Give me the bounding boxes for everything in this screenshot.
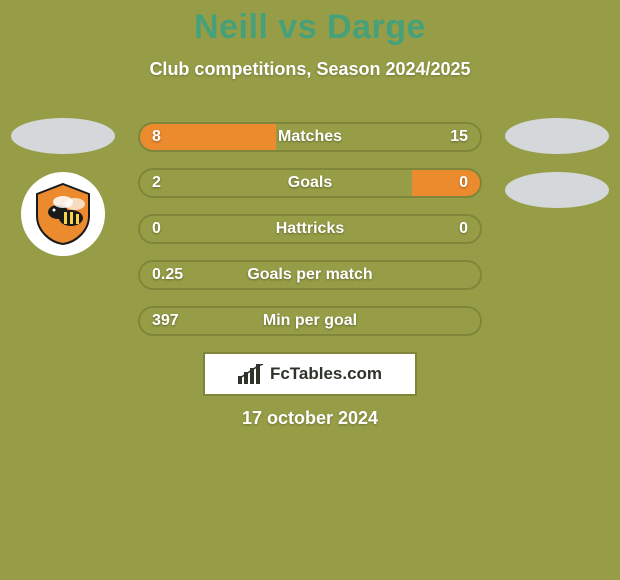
bar-label: Goals per match bbox=[140, 262, 480, 288]
comparison-infographic: Neill vs Darge Club competitions, Season… bbox=[0, 0, 620, 580]
bar-label: Matches bbox=[140, 124, 480, 150]
bar-label: Goals bbox=[140, 170, 480, 196]
subtitle: Club competitions, Season 2024/2025 bbox=[0, 59, 620, 80]
stat-bar: 0.25Goals per match bbox=[138, 260, 482, 290]
stat-bars: 815Matches 20Goals 00Hattricks 0.25Goals pe… bbox=[138, 122, 482, 352]
bar-label: Hattricks bbox=[140, 216, 480, 242]
wasp-shield-icon bbox=[31, 182, 95, 246]
player-oval-right-2 bbox=[505, 172, 609, 208]
date: 17 october 2024 bbox=[0, 408, 620, 429]
chart-icon bbox=[238, 364, 264, 384]
brand-label: FcTables.com bbox=[270, 364, 382, 384]
stat-bar: 20Goals bbox=[138, 168, 482, 198]
right-player-column bbox=[502, 118, 612, 226]
stat-bar: 397Min per goal bbox=[138, 306, 482, 336]
left-player-column bbox=[8, 118, 118, 256]
club-badge-left bbox=[21, 172, 105, 256]
brand-box: FcTables.com bbox=[203, 352, 417, 396]
page-title: Neill vs Darge bbox=[0, 0, 620, 47]
player-oval-left bbox=[11, 118, 115, 154]
stat-bar: 815Matches bbox=[138, 122, 482, 152]
bar-label: Min per goal bbox=[140, 308, 480, 334]
player-oval-right-1 bbox=[505, 118, 609, 154]
stat-bar: 00Hattricks bbox=[138, 214, 482, 244]
